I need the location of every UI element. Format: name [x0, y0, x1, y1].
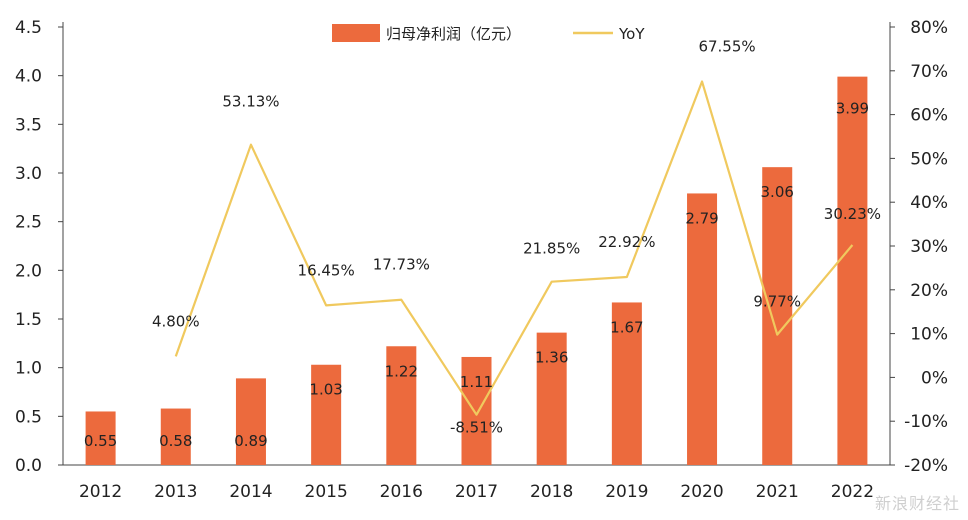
x-tick-label: 2012 [79, 482, 122, 502]
yoy-value-label: 30.23% [824, 205, 881, 223]
yoy-value-label: 17.73% [373, 256, 430, 274]
bar-value-label: 0.55 [84, 432, 117, 450]
bar-value-label: 3.99 [836, 100, 869, 118]
y-left-tick-label: 0.5 [15, 407, 42, 427]
yoy-value-label: -8.51% [450, 419, 503, 437]
bar-value-label: 1.36 [535, 349, 568, 367]
y-left-tick-label: 3.5 [15, 115, 42, 135]
y-left-tick-label: 3.0 [15, 164, 42, 184]
bar-value-label: 3.06 [761, 183, 794, 201]
legend-bar-label: 归母净利润（亿元） [386, 25, 521, 43]
y-left-tick-label: 0.0 [15, 456, 42, 476]
legend-line-label: YoY [618, 25, 645, 43]
x-tick-label: 2015 [305, 482, 348, 502]
bar [461, 356, 492, 465]
yoy-value-label: 53.13% [222, 93, 279, 111]
y-right-tick-label: 80% [910, 18, 948, 38]
bar [762, 167, 793, 465]
x-tick-label: 2022 [831, 482, 874, 502]
y-right-tick-label: 40% [910, 193, 948, 213]
y-right-tick-label: 30% [910, 237, 948, 257]
yoy-value-label: 9.77% [753, 293, 801, 311]
x-tick-label: 2020 [680, 482, 723, 502]
y-left-tick-label: 1.5 [15, 310, 42, 330]
bar-value-label: 1.11 [460, 373, 493, 391]
bar-value-label: 0.89 [234, 432, 267, 450]
x-tick-label: 2013 [154, 482, 197, 502]
x-tick-label: 2017 [455, 482, 498, 502]
x-tick-label: 2016 [380, 482, 423, 502]
bar [160, 408, 191, 465]
legend-bar-swatch [332, 24, 380, 42]
bar-value-label: 1.67 [610, 318, 643, 336]
yoy-value-label: 67.55% [698, 38, 755, 56]
y-left-tick-label: 4.5 [15, 18, 42, 38]
bar [536, 332, 567, 465]
bar-value-label: 0.58 [159, 432, 192, 450]
y-left-tick-label: 1.0 [15, 359, 42, 379]
bar [85, 411, 116, 465]
x-tick-label: 2018 [530, 482, 573, 502]
watermark-text: 新浪财经社 [874, 494, 960, 513]
y-right-tick-label: -10% [904, 412, 948, 432]
y-right-tick-label: 0% [921, 368, 948, 388]
y-right-tick-label: -20% [904, 456, 948, 476]
bar [687, 193, 718, 465]
x-tick-label: 2019 [605, 482, 648, 502]
x-tick-label: 2021 [756, 482, 799, 502]
yoy-value-label: 4.80% [152, 312, 200, 330]
x-tick-label: 2014 [229, 482, 272, 502]
y-right-tick-label: 10% [910, 325, 948, 345]
yoy-value-label: 21.85% [523, 240, 580, 258]
y-right-tick-label: 50% [910, 149, 948, 169]
y-left-tick-label: 4.0 [15, 67, 42, 87]
bar-value-label: 2.79 [685, 209, 718, 227]
bar-value-label: 1.22 [385, 362, 418, 380]
bar [837, 76, 868, 465]
yoy-value-label: 16.45% [298, 261, 355, 279]
y-left-tick-label: 2.0 [15, 261, 42, 281]
bar [386, 346, 417, 465]
y-right-tick-label: 20% [910, 281, 948, 301]
y-left-tick-label: 2.5 [15, 213, 42, 233]
bar [611, 302, 642, 465]
bar-value-label: 1.03 [309, 381, 342, 399]
yoy-value-label: 22.92% [598, 233, 655, 251]
y-right-tick-label: 60% [910, 106, 948, 126]
y-right-tick-label: 70% [910, 62, 948, 82]
bar [235, 378, 266, 465]
yoy-line [174, 80, 854, 416]
bar [311, 364, 342, 465]
